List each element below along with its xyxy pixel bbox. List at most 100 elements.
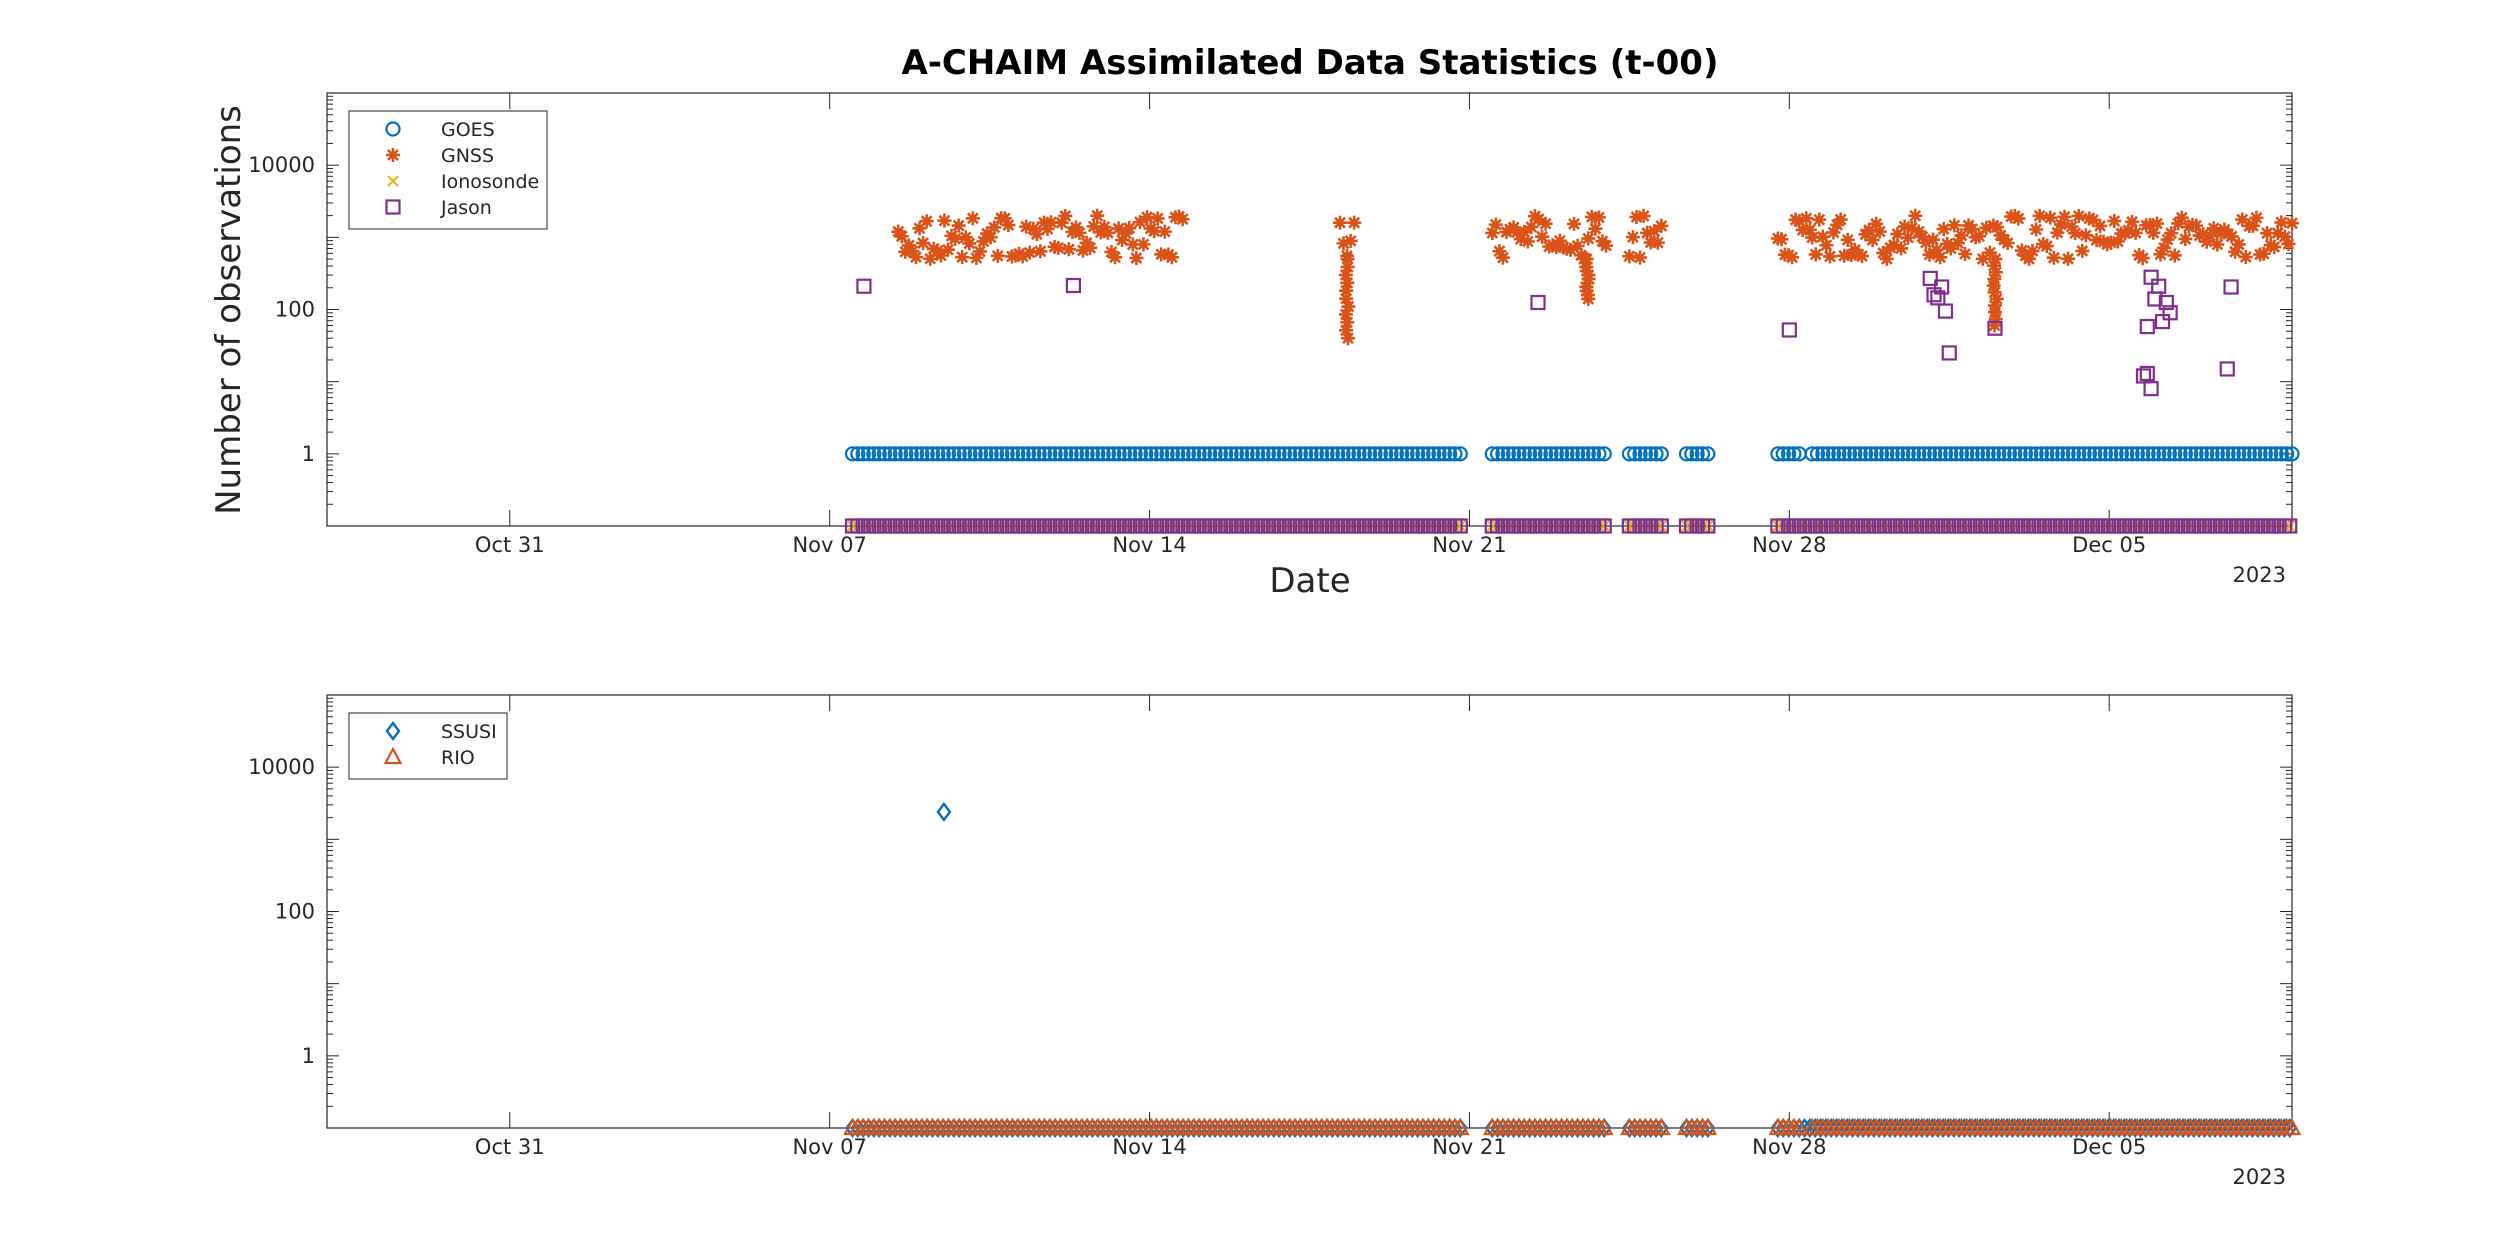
- goes-marker: [2156, 446, 2172, 462]
- goes-marker: [1271, 446, 1287, 462]
- gnss-marker: [1890, 227, 1905, 242]
- goes-marker: [1653, 446, 1669, 462]
- x-tick-label: Nov 28: [1752, 533, 1826, 557]
- goes-marker: [1564, 446, 1580, 462]
- goes-marker: [2140, 446, 2156, 462]
- goes-marker: [1532, 446, 1548, 462]
- gnss-marker: [894, 229, 909, 244]
- gnss-marker: [1579, 252, 1594, 267]
- gnss-marker: [1001, 218, 1016, 233]
- goes-marker: [1522, 446, 1538, 462]
- goes-marker: [2273, 446, 2289, 462]
- x-tick-label: Dec 05: [2072, 533, 2146, 557]
- gnss-marker: [1513, 232, 1528, 247]
- gnss-marker: [2178, 231, 2193, 246]
- goes-marker: [2108, 446, 2124, 462]
- goes-marker: [1580, 446, 1596, 462]
- goes-marker: [1775, 446, 1791, 462]
- goes-marker: [1410, 446, 1426, 462]
- goes-marker: [1132, 446, 1149, 462]
- goes-marker: [1700, 446, 1716, 462]
- gnss-marker: [2189, 218, 2204, 233]
- goes-marker: [876, 446, 893, 462]
- gnss-marker: [1918, 235, 1933, 250]
- gnss-marker: [1622, 249, 1637, 264]
- gnss-marker: [1029, 227, 1044, 242]
- gnss-marker: [2256, 246, 2271, 261]
- gnss-marker: [1492, 244, 1507, 259]
- jason-marker: [2282, 518, 2298, 534]
- gnss-marker: [1833, 212, 1848, 227]
- goes-marker: [2241, 446, 2257, 462]
- goes-marker: [1921, 446, 1938, 462]
- goes-marker: [1159, 446, 1175, 462]
- goes-marker: [2055, 446, 2071, 462]
- goes-marker: [1543, 446, 1559, 462]
- gnss-marker: [2149, 216, 2164, 231]
- goes-marker: [1964, 446, 1980, 462]
- goes-marker: [860, 446, 877, 462]
- goes-marker: [1074, 446, 1090, 462]
- goes-marker: [1969, 446, 1986, 462]
- goes-marker: [1490, 446, 1506, 462]
- goes-marker: [1314, 446, 1330, 462]
- goes-marker: [2161, 446, 2177, 462]
- goes-marker: [1648, 446, 1664, 462]
- plot-marks: [844, 208, 2300, 534]
- goes-marker: [1905, 446, 1922, 462]
- goes-marker: [1770, 446, 1786, 462]
- goes-marker: [1015, 446, 1031, 462]
- goes-marker: [1308, 446, 1324, 462]
- top-panel: 1 100 10000 Oct 31 Nov 07 Nov 14 Nov 21 Nov 28 D…: [248, 92, 2300, 587]
- goes-marker: [1127, 446, 1143, 462]
- series-rio: [843, 1117, 2302, 1136]
- rio-marker: [1698, 1117, 1718, 1136]
- goes-marker: [1324, 446, 1340, 462]
- goes-marker: [1239, 446, 1255, 462]
- gnss-marker: [901, 238, 916, 253]
- goes-marker: [2145, 446, 2161, 462]
- gnss-marker: [2249, 210, 2264, 225]
- goes-marker: [994, 446, 1010, 462]
- gnss-marker: [965, 211, 980, 226]
- y-tick-label: 1: [302, 1044, 315, 1068]
- jason-marker: [2154, 313, 2171, 330]
- goes-marker: [1575, 446, 1591, 462]
- goes-marker: [908, 446, 925, 462]
- goes-marker: [2017, 446, 2034, 462]
- goes-marker: [2231, 446, 2247, 462]
- goes-marker: [1116, 446, 1133, 462]
- goes-marker: [2033, 446, 2050, 462]
- rio-marker: [1652, 1117, 1671, 1136]
- goes-marker: [1228, 446, 1244, 462]
- gnss-marker: [2011, 211, 2026, 226]
- goes-marker: [1841, 446, 1858, 462]
- gnss-marker: [2192, 228, 2207, 243]
- x-tick-label: Nov 14: [1112, 1135, 1186, 1159]
- jason-marker: [1653, 518, 1669, 534]
- ssusi-marker: [936, 801, 952, 822]
- gnss-marker: [1901, 230, 1916, 245]
- gnss-marker: [1988, 265, 2003, 280]
- goes-marker: [850, 446, 866, 462]
- gnss-marker: [1943, 241, 1958, 256]
- gnss-marker: [1531, 212, 1546, 227]
- rio-marker: [2282, 1117, 2302, 1136]
- gnss-marker: [1347, 215, 1362, 230]
- goes-marker: [2177, 446, 2193, 462]
- gnss-marker: [1488, 217, 1503, 232]
- legend-label: SSUSI: [441, 721, 497, 743]
- gnss-marker: [2025, 244, 2040, 259]
- gnss-marker: [2082, 211, 2097, 226]
- gnss-marker: [1129, 251, 1144, 266]
- gnss-marker: [1340, 315, 1355, 330]
- goes-marker: [2215, 446, 2231, 462]
- goes-marker: [1292, 446, 1308, 462]
- goes-marker: [1372, 446, 1388, 462]
- gnss-marker: [905, 244, 920, 259]
- gnss-marker: [1822, 249, 1837, 264]
- goes-marker: [2236, 446, 2252, 462]
- gnss-marker: [1090, 208, 1105, 223]
- gnss-marker: [1936, 222, 1951, 237]
- gnss-marker: [1987, 271, 2002, 286]
